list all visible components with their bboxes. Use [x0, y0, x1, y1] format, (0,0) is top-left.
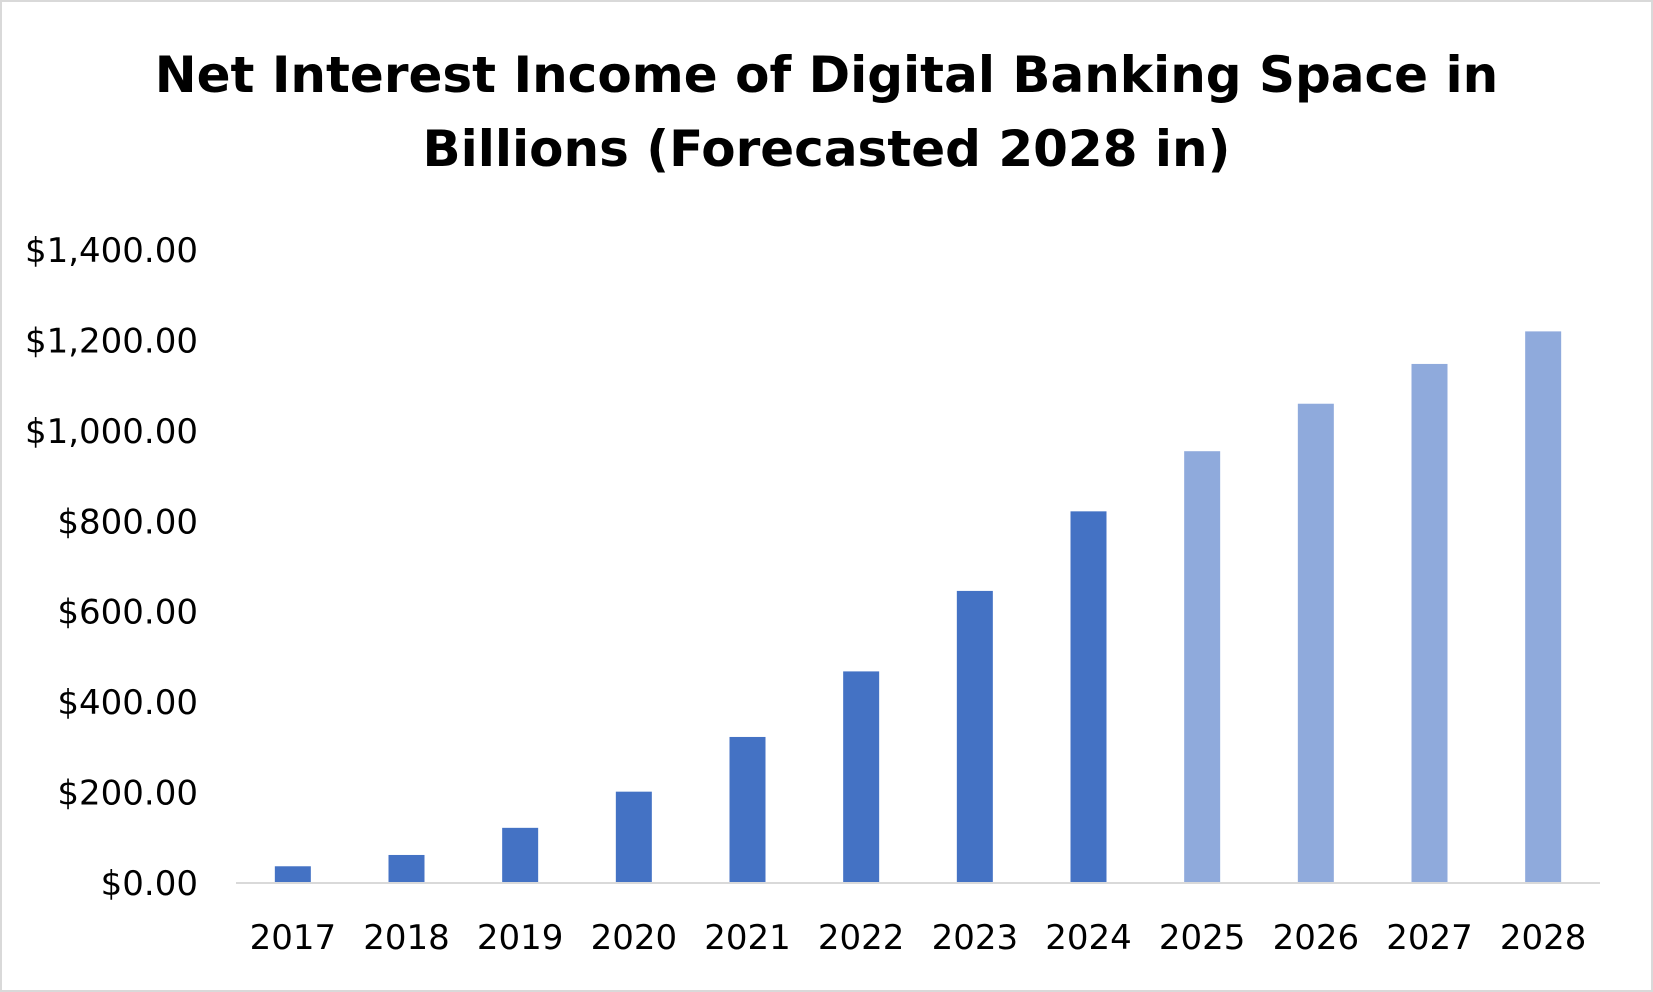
- x-tick-label: 2022: [818, 918, 905, 958]
- bar-2021: [729, 736, 766, 883]
- bar-2022: [843, 671, 880, 883]
- x-tick-label: 2019: [477, 918, 564, 958]
- x-tick-label: 2017: [250, 918, 337, 958]
- y-tick-label: $1,200.00: [25, 321, 198, 361]
- y-tick-label: $800.00: [57, 502, 198, 542]
- y-tick-label: $600.00: [57, 593, 198, 633]
- chart-title-line-2: Billions (Forecasted 2028 in): [422, 120, 1231, 178]
- y-axis-labels: $0.00 $200.00 $400.00 $600.00 $800.00 $1,000.…: [25, 231, 198, 904]
- x-tick-label: 2023: [932, 918, 1019, 958]
- x-tick-label: 2018: [363, 918, 450, 958]
- x-tick-label: 2027: [1386, 918, 1473, 958]
- x-tick-label: 2020: [591, 918, 678, 958]
- bar-2028: [1525, 331, 1562, 883]
- bar-2023: [956, 590, 993, 883]
- bar-2018: [388, 854, 425, 883]
- bar-2027: [1411, 363, 1448, 883]
- y-tick-label: $200.00: [57, 774, 198, 814]
- x-tick-label: 2025: [1159, 918, 1246, 958]
- x-tick-label: 2028: [1500, 918, 1587, 958]
- bar-2017: [274, 866, 311, 883]
- y-tick-label: $1,000.00: [25, 412, 198, 452]
- bar-2024: [1070, 511, 1107, 883]
- chart-title-line-1: Net Interest Income of Digital Banking S…: [154, 46, 1499, 104]
- x-axis-labels: 2017 2018 2019 2020 2021 2022 2023 2024 2025 2026…: [250, 918, 1587, 958]
- chart-title: Net Interest Income of Digital Banking S…: [0, 38, 1653, 186]
- bar-2020: [615, 791, 652, 883]
- bar-2025: [1184, 451, 1221, 883]
- y-tick-label: $400.00: [57, 683, 198, 723]
- bar-2019: [502, 827, 539, 883]
- y-tick-label: $1,400.00: [25, 231, 198, 271]
- y-tick-label: $0.00: [101, 864, 198, 904]
- bar-2026: [1297, 403, 1334, 883]
- x-tick-label: 2026: [1273, 918, 1360, 958]
- x-tick-label: 2024: [1045, 918, 1132, 958]
- x-tick-label: 2021: [704, 918, 791, 958]
- bars: [274, 331, 1562, 883]
